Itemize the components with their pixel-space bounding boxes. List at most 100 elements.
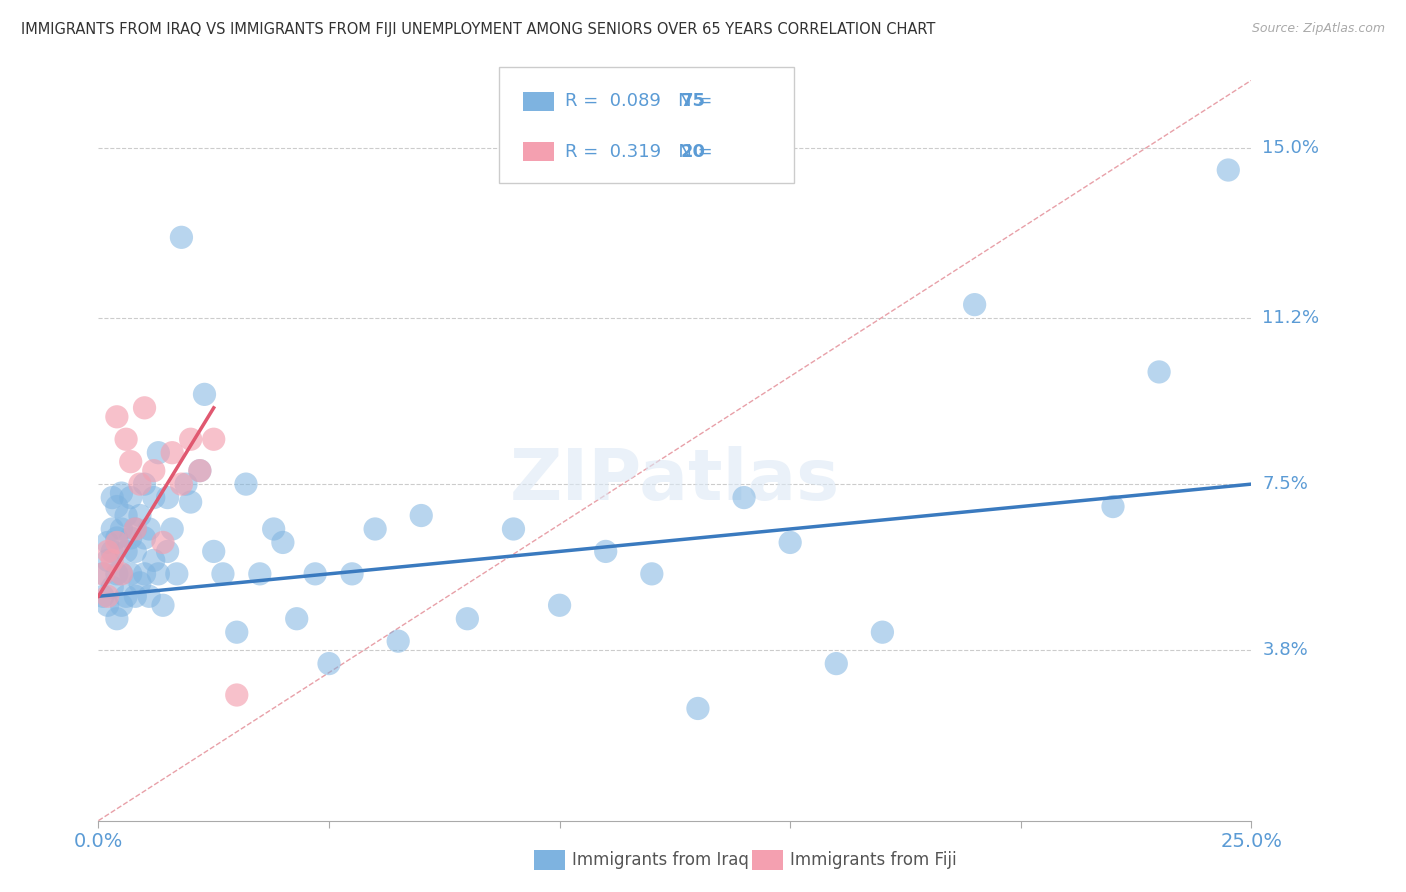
Point xyxy=(225,688,247,702)
Point xyxy=(263,522,285,536)
Point xyxy=(120,455,142,469)
Point xyxy=(91,589,114,603)
Point xyxy=(129,477,152,491)
Text: 15.0%: 15.0% xyxy=(1263,138,1319,157)
Text: Source: ZipAtlas.com: Source: ZipAtlas.com xyxy=(1251,22,1385,36)
Point xyxy=(193,387,215,401)
Point xyxy=(174,477,197,491)
Point xyxy=(340,566,363,581)
Point xyxy=(225,625,247,640)
Point xyxy=(105,535,128,549)
Point xyxy=(97,544,120,558)
Point xyxy=(502,522,524,536)
Point xyxy=(134,531,156,545)
Point xyxy=(101,580,124,594)
Point xyxy=(105,531,128,545)
Point xyxy=(134,566,156,581)
Point xyxy=(129,508,152,523)
Text: 11.2%: 11.2% xyxy=(1263,310,1320,327)
Point xyxy=(142,491,165,505)
Point xyxy=(101,544,124,558)
Text: 20: 20 xyxy=(681,143,706,161)
Point xyxy=(97,535,120,549)
Point xyxy=(156,544,179,558)
Point xyxy=(318,657,340,671)
Point xyxy=(872,625,894,640)
Point xyxy=(548,599,571,613)
Point xyxy=(779,535,801,549)
Point xyxy=(97,589,120,603)
Point xyxy=(202,432,225,446)
Point xyxy=(166,566,188,581)
Point xyxy=(120,531,142,545)
Point xyxy=(271,535,294,549)
Point xyxy=(285,612,308,626)
Point xyxy=(134,477,156,491)
Point xyxy=(202,544,225,558)
Point xyxy=(134,401,156,415)
Point xyxy=(825,657,848,671)
Point xyxy=(110,522,132,536)
Point xyxy=(129,575,152,590)
Point xyxy=(138,589,160,603)
Point xyxy=(91,566,114,581)
Point xyxy=(249,566,271,581)
Text: IMMIGRANTS FROM IRAQ VS IMMIGRANTS FROM FIJI UNEMPLOYMENT AMONG SENIORS OVER 65 : IMMIGRANTS FROM IRAQ VS IMMIGRANTS FROM … xyxy=(21,22,935,37)
Point xyxy=(105,612,128,626)
Point xyxy=(120,491,142,505)
Point xyxy=(170,230,193,244)
Point xyxy=(110,486,132,500)
Text: ZIPatlas: ZIPatlas xyxy=(510,446,839,515)
Point xyxy=(120,566,142,581)
Point xyxy=(124,589,146,603)
Point xyxy=(124,522,146,536)
Text: 3.8%: 3.8% xyxy=(1263,641,1308,659)
Point xyxy=(110,599,132,613)
Point xyxy=(101,491,124,505)
Point xyxy=(1147,365,1170,379)
Point xyxy=(180,432,202,446)
Point xyxy=(1102,500,1125,514)
Point xyxy=(180,495,202,509)
Point xyxy=(304,566,326,581)
Point xyxy=(156,491,179,505)
Text: R =  0.319   N =: R = 0.319 N = xyxy=(565,143,718,161)
Point xyxy=(142,464,165,478)
Point xyxy=(110,566,132,581)
Point xyxy=(595,544,617,558)
Point xyxy=(115,432,138,446)
Point xyxy=(1218,163,1240,178)
Point xyxy=(411,508,433,523)
Text: Immigrants from Fiji: Immigrants from Fiji xyxy=(790,851,957,869)
Point xyxy=(152,599,174,613)
Text: Immigrants from Iraq: Immigrants from Iraq xyxy=(572,851,749,869)
Point xyxy=(142,553,165,567)
Point xyxy=(152,535,174,549)
Point xyxy=(101,522,124,536)
Point xyxy=(124,544,146,558)
Point xyxy=(97,599,120,613)
Point xyxy=(138,522,160,536)
Point xyxy=(235,477,257,491)
Point xyxy=(115,589,138,603)
Point xyxy=(105,500,128,514)
Point xyxy=(641,566,664,581)
Point xyxy=(188,464,211,478)
Point xyxy=(160,446,183,460)
Text: 7.5%: 7.5% xyxy=(1263,475,1309,493)
Text: 75: 75 xyxy=(681,93,706,111)
Point xyxy=(963,298,986,312)
Point xyxy=(160,522,183,536)
Point xyxy=(110,566,132,581)
Point xyxy=(97,553,120,567)
Point xyxy=(456,612,478,626)
Point xyxy=(733,491,755,505)
Point xyxy=(124,522,146,536)
Point xyxy=(387,634,409,648)
Point xyxy=(91,566,114,581)
Point xyxy=(212,566,235,581)
Point xyxy=(148,446,170,460)
Point xyxy=(188,464,211,478)
Point xyxy=(364,522,387,536)
Point xyxy=(101,553,124,567)
